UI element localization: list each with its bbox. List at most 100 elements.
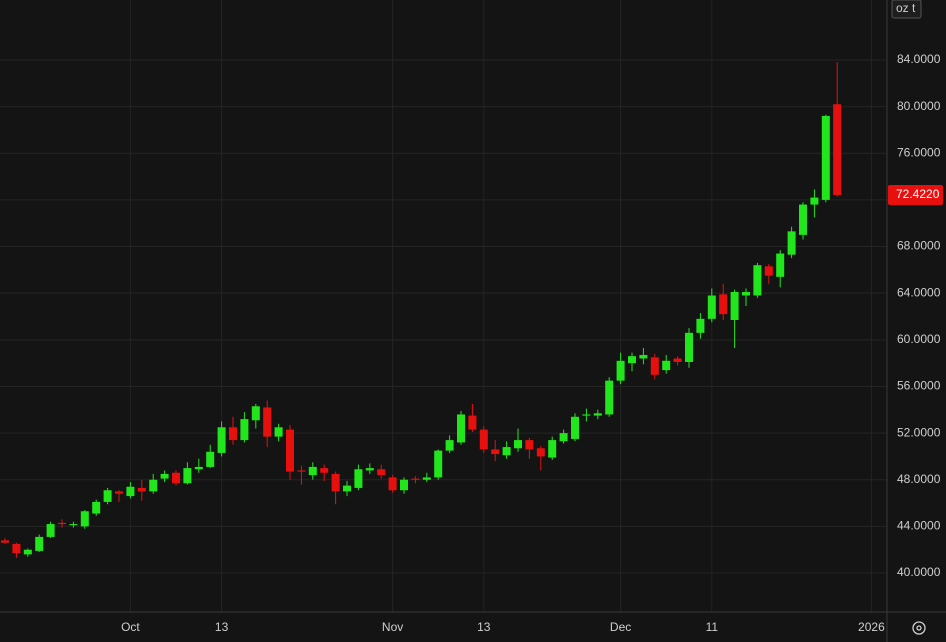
candle-body <box>115 491 123 494</box>
candle-body <box>388 477 397 491</box>
x-tick-label: 11 <box>706 620 719 634</box>
y-tick-label: 84.0000 <box>897 52 941 66</box>
candle-body <box>194 466 203 470</box>
candle-body <box>593 413 602 416</box>
x-tick-label: Dec <box>610 620 631 634</box>
candle-body <box>1 540 9 543</box>
candle-body <box>172 472 180 484</box>
candle-body <box>365 468 374 471</box>
candle-body <box>514 440 522 449</box>
candle-body <box>297 470 306 472</box>
candle-body <box>696 318 705 333</box>
x-tick-label: 2026 <box>858 620 885 634</box>
candle-body <box>308 466 317 476</box>
price-label-box <box>888 184 943 205</box>
candle-body <box>217 427 226 453</box>
candles <box>1 62 842 558</box>
candle-body <box>730 292 739 320</box>
candle-body <box>149 479 158 492</box>
candle-body <box>479 429 488 450</box>
candle-body <box>719 294 728 315</box>
x-tick-label: Oct <box>121 620 140 634</box>
candle-body <box>639 354 648 359</box>
candle-body <box>23 549 32 555</box>
candle-body <box>286 429 294 472</box>
candle-body <box>525 440 534 450</box>
y-tick-label: 56.0000 <box>897 379 941 393</box>
y-tick-label: 80.0000 <box>897 99 941 113</box>
candle-body <box>502 447 511 456</box>
candle-body <box>343 485 351 492</box>
candle-body <box>685 332 693 362</box>
candle-body <box>491 449 500 455</box>
candle-body <box>274 427 283 437</box>
y-tick-label: 40.0000 <box>897 565 941 579</box>
y-tick-label: 52.0000 <box>897 425 941 439</box>
y-tick-label: 44.0000 <box>897 519 941 533</box>
candle-body <box>422 477 431 480</box>
x-tick-label: Nov <box>382 620 403 634</box>
candle-body <box>35 536 44 551</box>
candle-body <box>764 266 773 276</box>
y-tick-label: 68.0000 <box>897 239 941 253</box>
candle-body <box>58 522 66 525</box>
candle-body <box>799 204 807 235</box>
candle-body <box>69 524 78 526</box>
candle-body <box>582 414 591 416</box>
y-tick-label: 64.0000 <box>897 285 941 299</box>
candle-body <box>229 427 237 441</box>
candle-body <box>468 415 477 430</box>
candle-body <box>331 473 340 492</box>
settings-center <box>916 625 922 631</box>
candle-body <box>605 380 614 415</box>
y-tick-label: 76.0000 <box>897 145 941 159</box>
candle-body <box>46 524 55 537</box>
candle-body <box>92 501 101 514</box>
candle-body <box>240 419 249 441</box>
candle-body <box>628 356 636 364</box>
candle-body <box>673 358 682 362</box>
candle-body <box>354 469 363 488</box>
y-tick-label: 48.0000 <box>897 472 941 486</box>
candle-body <box>559 433 568 442</box>
x-tick-label: 13 <box>215 620 229 634</box>
y-tick-label: 60.0000 <box>897 332 941 346</box>
candle-body <box>548 440 557 458</box>
candle-body <box>320 468 329 473</box>
candle-body <box>753 265 762 296</box>
candle-body <box>377 469 386 476</box>
unit-button[interactable] <box>891 0 922 19</box>
candle-body <box>160 473 169 479</box>
candle-body <box>206 451 215 467</box>
settings-icon[interactable] <box>912 621 926 635</box>
candle-body <box>707 295 716 319</box>
candle-body <box>251 406 260 421</box>
candle-body <box>137 487 146 492</box>
candle-body <box>80 511 89 527</box>
candle-body <box>434 450 443 478</box>
candle-body <box>411 478 420 480</box>
candle-body <box>650 357 659 375</box>
candle-body <box>821 115 830 200</box>
candle-body <box>400 479 408 491</box>
candle-body <box>457 414 465 443</box>
candle-body <box>810 197 819 205</box>
candle-body <box>536 448 545 457</box>
settings-gear <box>912 621 926 635</box>
candle-body <box>662 360 671 371</box>
candle-body <box>571 416 579 439</box>
candle-body <box>742 292 750 296</box>
candle-body <box>833 104 842 195</box>
candle-body <box>183 468 192 484</box>
candle-body <box>445 440 454 451</box>
candle-body <box>263 407 272 437</box>
candle-body <box>787 231 796 255</box>
x-tick-label: 13 <box>477 620 491 634</box>
candle-body <box>776 253 785 277</box>
price-label: 72.4220 <box>896 187 940 201</box>
candle-body <box>103 490 112 502</box>
candle-body <box>616 360 625 381</box>
